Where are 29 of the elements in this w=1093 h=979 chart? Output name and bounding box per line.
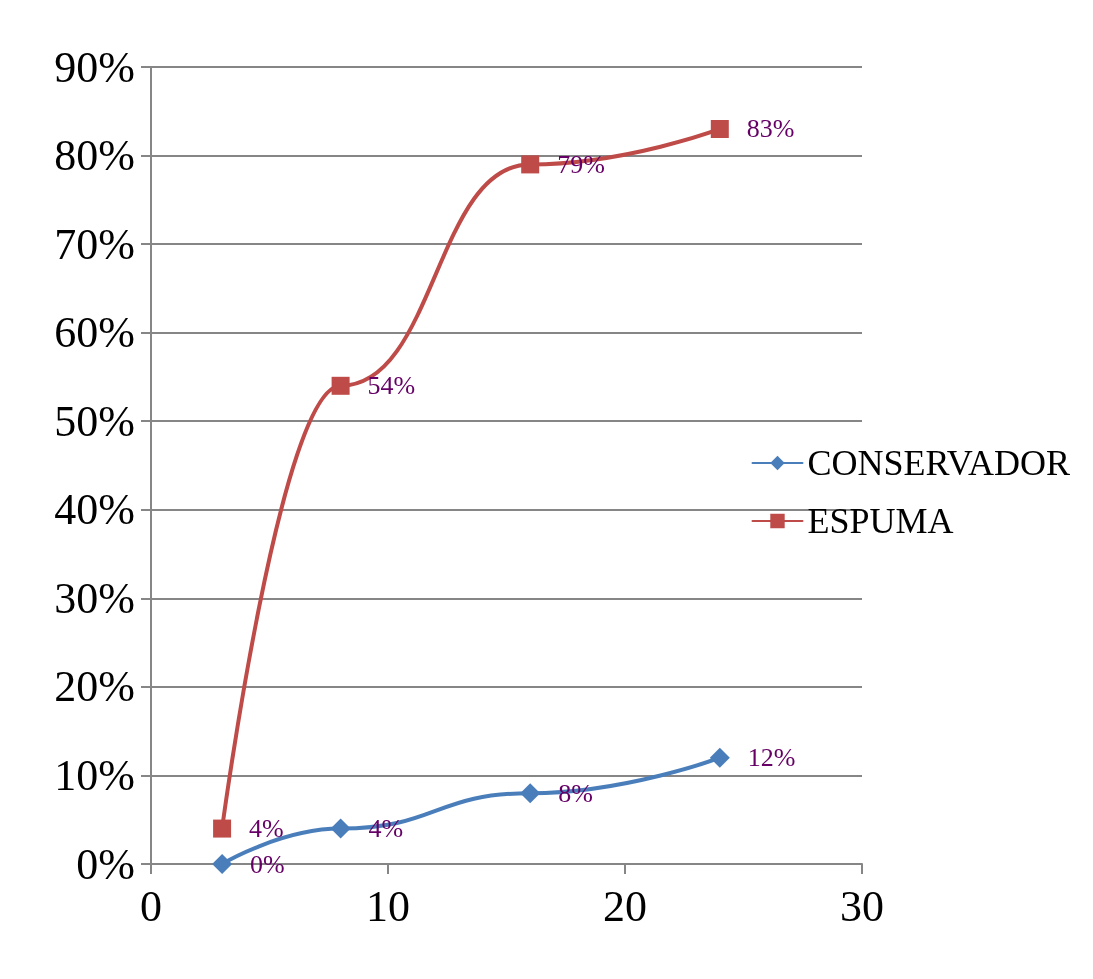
- y-tick-label: 40%: [54, 485, 135, 535]
- y-tick-label: 90%: [54, 42, 135, 92]
- y-tick-label: 20%: [54, 662, 135, 712]
- y-tick-label: 70%: [54, 219, 135, 269]
- point: [521, 155, 540, 174]
- data-label: 0%: [250, 849, 285, 879]
- x-tick-label: 10: [366, 881, 410, 931]
- data-label: 54%: [367, 371, 416, 401]
- point: [710, 119, 729, 138]
- y-tick-label: 30%: [54, 573, 135, 623]
- point: [330, 818, 351, 839]
- x-tick-label: 20: [603, 881, 647, 931]
- point: [331, 376, 350, 395]
- legend-label: ESPUMA: [807, 501, 954, 541]
- y-tick-label: 10%: [54, 750, 135, 800]
- data-label: 4%: [249, 814, 284, 844]
- data-label: 83%: [746, 114, 795, 144]
- x-tick-label: 0: [140, 881, 162, 931]
- y-tick-label: 60%: [54, 308, 135, 358]
- point: [520, 783, 541, 804]
- y-tick-label: 80%: [54, 131, 135, 181]
- legend-label: CONSERVADOR: [807, 443, 1070, 483]
- y-tick-label: 50%: [54, 396, 135, 446]
- point: [212, 854, 233, 874]
- x-tick-label: 30: [840, 881, 884, 931]
- y-tick-label: 0%: [76, 839, 135, 889]
- point: [213, 819, 232, 838]
- data-label: 12%: [747, 743, 796, 773]
- point: [709, 747, 730, 768]
